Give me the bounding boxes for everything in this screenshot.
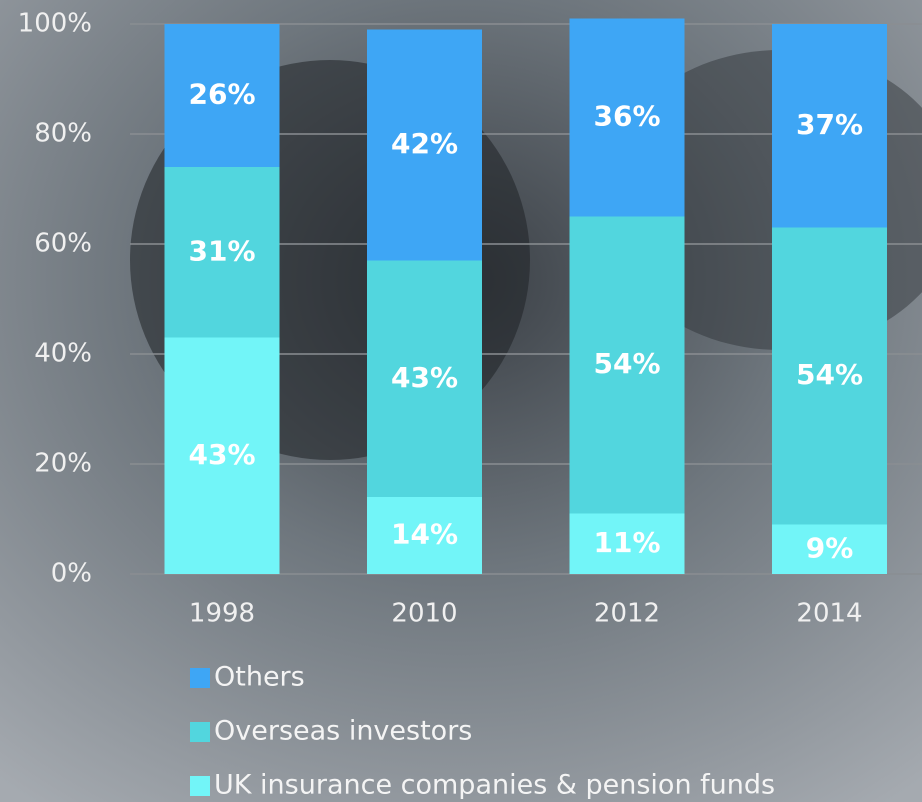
- y-tick-label: 20%: [34, 449, 92, 479]
- legend-swatch: [190, 722, 210, 742]
- x-tick-label: 2010: [391, 599, 457, 629]
- x-tick-label: 2012: [594, 599, 660, 629]
- value-label: 43%: [391, 361, 458, 394]
- value-label: 54%: [796, 358, 863, 391]
- x-tick-label: 2014: [796, 599, 862, 629]
- value-label: 54%: [593, 347, 660, 380]
- value-label: 26%: [188, 78, 255, 111]
- value-label: 31%: [188, 234, 255, 267]
- legend-label: Others: [214, 662, 305, 693]
- value-label: 11%: [593, 526, 660, 559]
- value-label: 42%: [391, 127, 458, 160]
- y-tick-label: 100%: [18, 9, 92, 39]
- value-label: 36%: [593, 100, 660, 133]
- chart: 0% 20% 40% 60% 80% 100% 43% 31% 26% 1998 14% 43% 42%…: [0, 0, 922, 802]
- value-label: 14%: [391, 518, 458, 551]
- y-tick-label: 0%: [51, 559, 92, 589]
- y-tick-label: 40%: [34, 339, 92, 369]
- value-label: 37%: [796, 108, 863, 141]
- y-tick-label: 80%: [34, 119, 92, 149]
- legend-label: UK insurance companies & pension funds: [214, 770, 775, 801]
- legend-swatch: [190, 668, 210, 688]
- value-label: 9%: [806, 531, 854, 564]
- value-label: 43%: [188, 438, 255, 471]
- y-tick-label: 60%: [34, 229, 92, 259]
- legend-swatch: [190, 776, 210, 796]
- x-tick-label: 1998: [189, 599, 255, 629]
- legend-label: Overseas investors: [214, 716, 472, 747]
